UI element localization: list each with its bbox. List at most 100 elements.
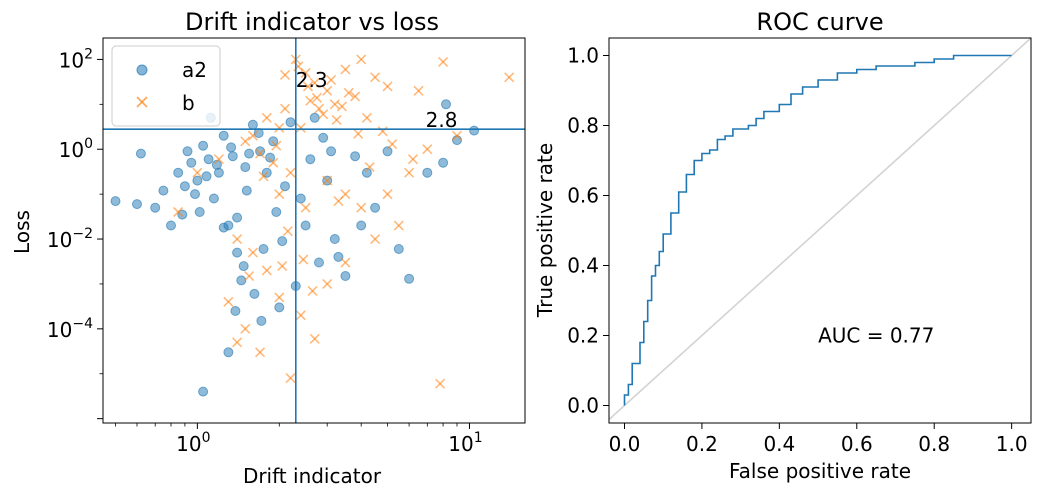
roc-title: ROC curve: [756, 8, 883, 36]
point-b-63: [353, 128, 364, 139]
legend-marker-b: [136, 96, 148, 108]
point-a2-34: [329, 234, 340, 244]
scatter-x-label: Drift indicator: [243, 464, 382, 488]
point-a2-40: [393, 244, 404, 254]
y-tick-label-2: 100: [59, 136, 93, 162]
point-a2-32: [314, 257, 324, 268]
roc-panel: ROC curve AUC = 0.77 0.0 0.2 0.4 0.6 0.8 1.0 …: [533, 8, 1032, 483]
roc-y-tick-label-4: 0.8: [567, 114, 599, 138]
roc-x-tick-label-5: 1.0: [996, 432, 1028, 456]
auc-label: AUC = 0.77: [818, 324, 934, 348]
point-a2-45: [469, 125, 480, 136]
roc-frame: [608, 37, 1032, 424]
point-a2-28: [285, 117, 296, 128]
point-a2-39: [382, 146, 393, 157]
point-b-74: [387, 139, 398, 150]
point-a2-9: [192, 175, 203, 186]
point-b-8: [313, 103, 325, 114]
scatter-y-label: Loss: [10, 210, 34, 254]
point-b-72: [333, 196, 344, 207]
roc-y-label: True positive rate: [533, 143, 557, 318]
roc-chance-line: [608, 37, 1032, 421]
point-a2-1: [132, 199, 142, 210]
point-a2-63: [158, 185, 169, 196]
x-tick-label-1: 101: [448, 430, 482, 456]
roc-y-tick-label-0: 0.0: [567, 394, 599, 418]
point-a2-70: [333, 251, 344, 262]
point-b-46: [340, 257, 351, 268]
point-b-12: [295, 122, 306, 133]
point-b-4: [340, 64, 351, 75]
point-a2-55: [201, 171, 212, 182]
point-b-17: [274, 122, 285, 133]
point-a2-54: [326, 146, 337, 157]
roc-x-tick-label-0: 0.0: [609, 432, 641, 456]
point-a2-46: [198, 386, 209, 397]
point-a2-2: [135, 148, 146, 159]
point-b-14: [318, 109, 329, 120]
point-b-29: [382, 189, 393, 200]
y-tick-label-3: 102: [59, 46, 93, 72]
point-b-9: [329, 99, 340, 110]
point-b-64: [271, 140, 282, 151]
point-a2-18: [232, 247, 243, 258]
x-tick-label-0: 100: [176, 430, 210, 456]
point-a2-73: [230, 306, 241, 316]
point-b-67: [298, 254, 309, 265]
scatter-legend: a2 b: [111, 45, 221, 127]
y-tick-label-0: 10−4: [47, 316, 93, 342]
point-a2-31: [305, 154, 316, 165]
roc-y-tick-label-2: 0.4: [567, 254, 599, 278]
point-a2-5: [173, 167, 184, 178]
roc-x-tick-label-4: 0.8: [918, 432, 950, 456]
point-b-58: [451, 130, 463, 141]
point-b-20: [240, 136, 251, 147]
scatter-frame: [102, 37, 526, 424]
point-b-7: [382, 81, 393, 92]
point-a2-51: [249, 288, 260, 299]
point-a2-3: [150, 202, 161, 213]
point-b-53: [325, 74, 337, 85]
point-a2-23: [258, 244, 269, 254]
point-b-68: [307, 285, 318, 296]
point-b-50: [192, 167, 203, 178]
point-b-23: [285, 167, 296, 178]
point-a2-50: [244, 148, 255, 159]
point-b-48: [435, 378, 446, 389]
roc-x-tick-label-1: 0.2: [686, 432, 718, 456]
point-a2-36: [350, 151, 361, 162]
roc-x-label: False positive rate: [729, 459, 911, 483]
point-b-62: [331, 114, 342, 125]
point-b-69: [244, 270, 255, 282]
point-a2-21: [247, 119, 258, 130]
point-a2-4: [166, 220, 176, 231]
point-b-3: [322, 85, 333, 96]
point-a2-37: [361, 167, 372, 178]
point-b-15: [336, 101, 348, 112]
roc-y-tick-label-1: 0.2: [567, 324, 599, 348]
point-b-49: [173, 206, 184, 218]
point-a2-27: [280, 181, 290, 192]
point-a2-10: [194, 207, 205, 217]
point-a2-58: [241, 185, 252, 196]
point-a2-52: [271, 207, 282, 217]
point-b-6: [370, 72, 381, 83]
point-a2-64: [177, 209, 188, 220]
point-a2-6: [179, 181, 190, 192]
point-b-19: [247, 130, 258, 141]
roc-y-ticks: 0.0 0.2 0.4 0.6 0.8 1.0: [567, 44, 609, 418]
point-b-71: [277, 261, 288, 272]
point-b-38: [274, 292, 285, 303]
point-b-40: [232, 337, 243, 348]
point-a2-17: [227, 151, 238, 162]
point-b-22: [268, 157, 279, 168]
drift-threshold-label: 2.3: [296, 68, 328, 92]
point-b-51: [213, 154, 224, 165]
point-b-2: [309, 77, 320, 88]
point-a2-66: [238, 261, 249, 272]
point-a2-7: [186, 157, 197, 168]
point-a2-19: [236, 275, 247, 286]
point-b-36: [247, 247, 258, 258]
point-b-26: [322, 175, 333, 186]
point-a2-61: [277, 236, 288, 247]
